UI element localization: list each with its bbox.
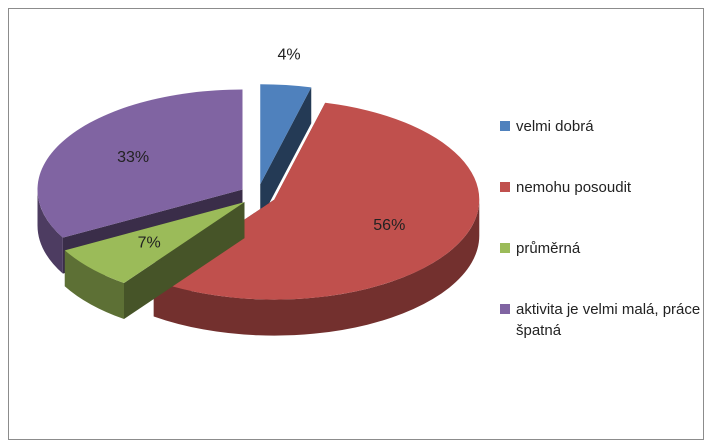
- data-label: 56%: [373, 217, 405, 234]
- slice: [153, 102, 480, 300]
- legend-label: aktivita je velmi malá, práce špatná: [516, 301, 701, 339]
- legend-item: velmi dobrá: [500, 116, 705, 137]
- legend-item: aktivita je velmi malá, práce špatná: [500, 299, 705, 341]
- slice-side: [153, 199, 480, 336]
- slice-wall: [260, 87, 312, 221]
- slice-side: [37, 189, 63, 274]
- data-label: 7%: [138, 234, 161, 251]
- legend-swatch: [500, 304, 510, 314]
- legend-item: průměrná: [500, 238, 705, 259]
- legend: velmi dobrá nemohu posoudit průměrná aktivi…: [500, 116, 705, 381]
- slice: [64, 202, 245, 284]
- legend-label: velmi dobrá: [516, 118, 594, 135]
- legend-swatch: [500, 243, 510, 253]
- slice: [37, 89, 243, 238]
- legend-swatch: [500, 182, 510, 192]
- data-label: 33%: [117, 149, 149, 166]
- legend-swatch: [500, 121, 510, 131]
- legend-label: nemohu posoudit: [516, 179, 632, 196]
- slice-side: [64, 250, 125, 320]
- slice: [260, 84, 312, 185]
- legend-item: nemohu posoudit: [500, 177, 705, 198]
- data-label: 4%: [277, 46, 300, 63]
- legend-label: průměrná: [516, 240, 581, 257]
